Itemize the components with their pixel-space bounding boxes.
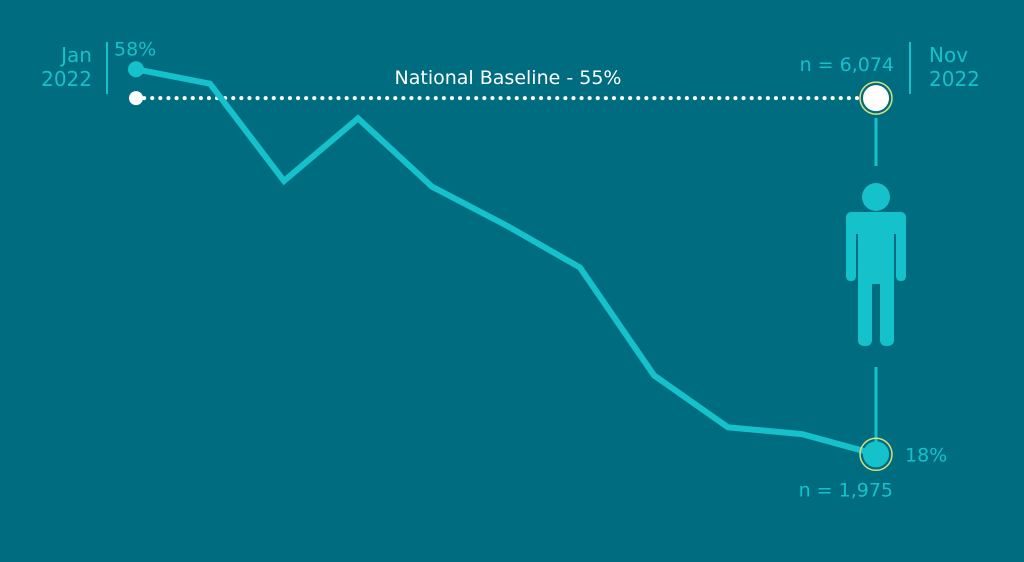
- baseline-end-dot: [863, 85, 889, 112]
- end-point: [863, 441, 889, 468]
- start-year-label: 2022: [41, 67, 92, 91]
- baseline-start-dot: [129, 91, 143, 106]
- baseline-label: National Baseline - 55%: [395, 67, 622, 89]
- end-n-label: n = 1,975: [799, 479, 893, 501]
- series-line: [135, 66, 877, 458]
- start-value-label: 58%: [114, 38, 156, 60]
- person-icon: [846, 183, 906, 346]
- end-value-label: 18%: [905, 444, 947, 466]
- end-point-ring: [859, 437, 893, 472]
- end-month-label: Nov: [929, 43, 968, 67]
- baseline-end-ring: [859, 81, 893, 115]
- baseline-n-label: n = 6,074: [800, 54, 894, 76]
- start-month-label: Jan: [59, 43, 92, 67]
- start-point: [128, 61, 144, 78]
- end-year-label: 2022: [929, 67, 980, 91]
